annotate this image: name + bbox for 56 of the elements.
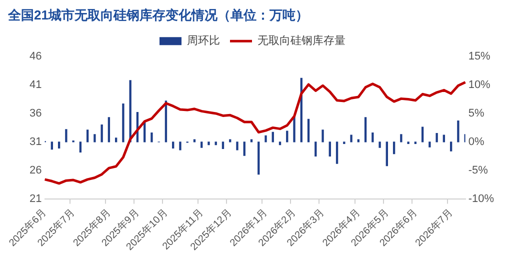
y2-tick-label: 10%	[468, 79, 491, 92]
bar	[214, 142, 217, 146]
bar	[108, 117, 110, 142]
y2-tick-label: 5%	[468, 108, 484, 120]
bar	[172, 142, 174, 148]
y-tick-label: 31	[30, 136, 42, 148]
bar	[79, 142, 82, 152]
bar	[236, 142, 238, 150]
bar	[200, 142, 203, 148]
bar	[400, 134, 402, 142]
y2-tick-label: 15%	[468, 50, 491, 63]
bar	[436, 133, 438, 142]
bar	[222, 142, 224, 150]
bar	[264, 135, 267, 142]
bar	[428, 142, 431, 148]
bar	[122, 103, 124, 142]
bar	[307, 118, 310, 142]
bar	[243, 142, 246, 156]
bar	[208, 142, 210, 146]
bar	[258, 142, 260, 175]
bar	[386, 142, 388, 166]
y-tick-label: 26	[30, 164, 42, 176]
bar	[328, 142, 331, 156]
bar	[421, 126, 424, 142]
y-tick-label: 46	[30, 50, 42, 63]
bar	[179, 142, 182, 150]
bar	[293, 116, 296, 142]
bar	[392, 142, 396, 154]
bar	[150, 132, 153, 142]
bar	[65, 129, 68, 142]
bar	[364, 117, 367, 142]
y-tick-label: 41	[30, 79, 42, 92]
bar	[50, 142, 54, 150]
bar	[278, 142, 282, 146]
bar	[115, 138, 118, 142]
bar	[322, 130, 324, 142]
legend-label: 周环比	[187, 34, 220, 48]
bar	[100, 124, 103, 142]
bar	[86, 130, 89, 142]
y-tick-label: 21	[30, 192, 42, 205]
bar	[272, 132, 274, 142]
bar	[350, 134, 352, 142]
y2-tick-label: 0%	[468, 136, 484, 148]
bar	[336, 142, 338, 164]
legend-label: 无取向硅钢库存量	[258, 34, 346, 48]
bar	[372, 132, 374, 142]
bar	[314, 142, 317, 156]
bar	[94, 134, 96, 142]
bar	[58, 142, 60, 148]
bar	[378, 142, 381, 148]
bar	[450, 142, 452, 152]
y-tick-label: 36	[30, 108, 42, 120]
bar	[457, 120, 460, 142]
y2-tick-label: -5%	[468, 164, 488, 176]
y2-tick-label: -10%	[468, 192, 494, 205]
chart-title: 全国21城市无取向硅钢库存变化情况（单位：万吨）	[7, 7, 308, 22]
